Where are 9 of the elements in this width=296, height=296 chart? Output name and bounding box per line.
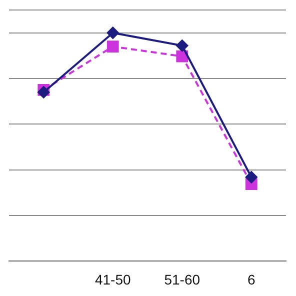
point: [106, 26, 119, 39]
point: [176, 50, 188, 62]
x-tick-label: 51-60: [164, 271, 200, 288]
point: [106, 40, 119, 52]
x-tick-label: 41-50: [94, 271, 131, 288]
x-tick-label: 6: [247, 271, 256, 288]
point: [245, 171, 258, 184]
point: [176, 40, 188, 52]
point: [38, 86, 50, 98]
